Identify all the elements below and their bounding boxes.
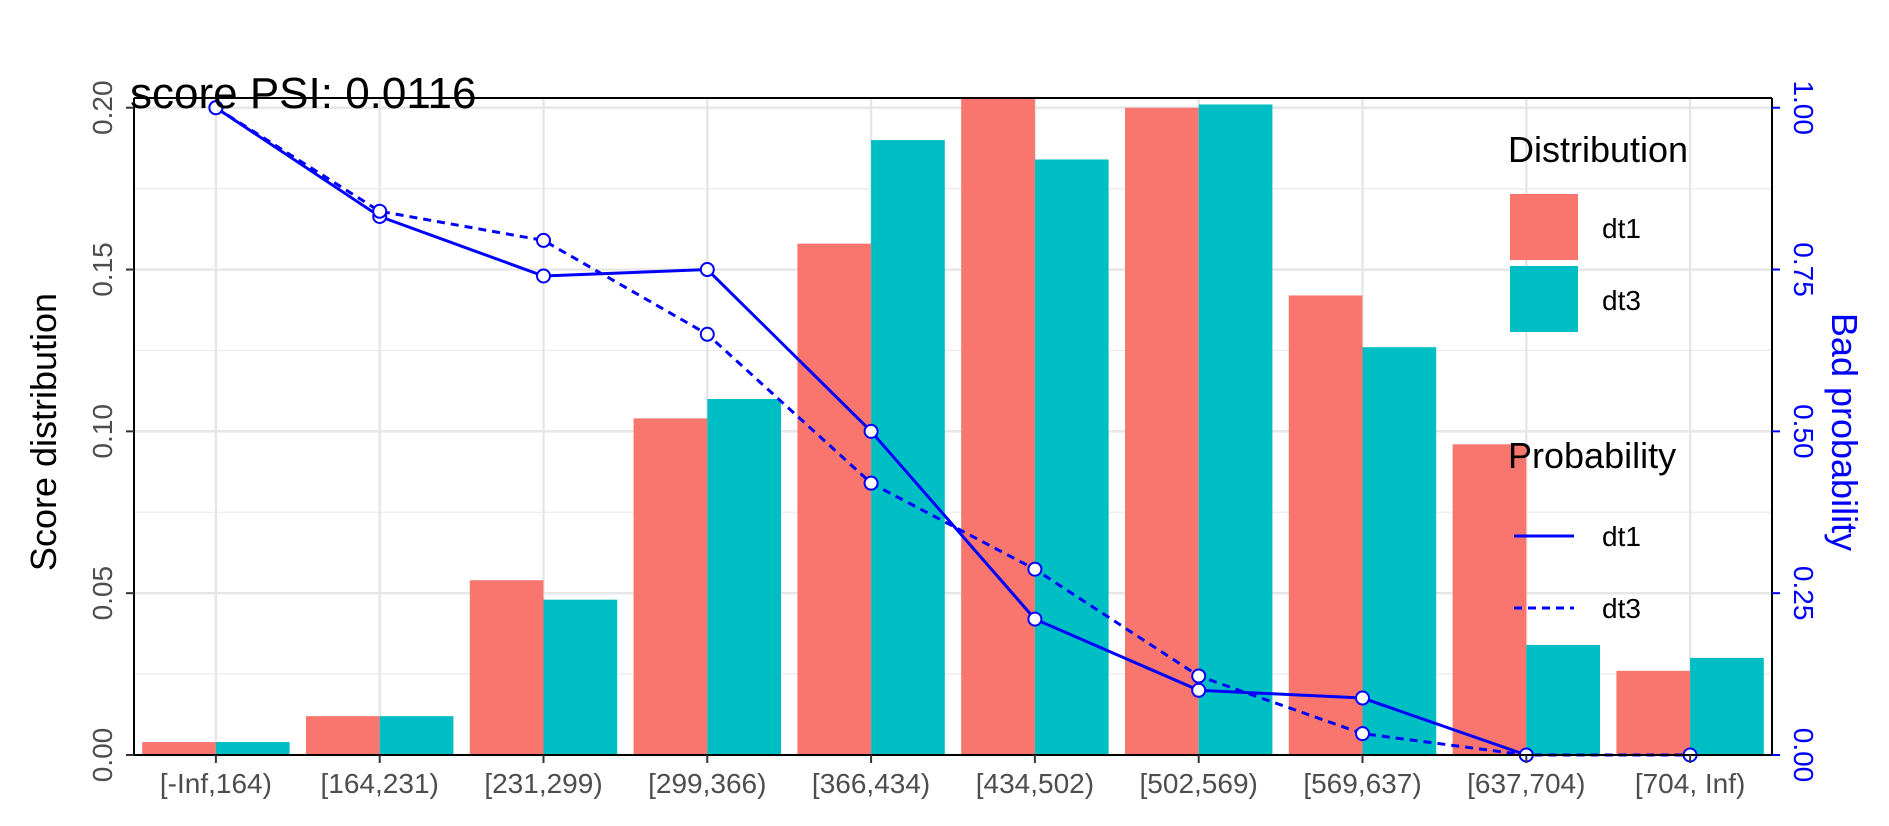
- bar-dt3-8: [1526, 644, 1601, 755]
- bar-dt3-6: [1198, 104, 1273, 756]
- legend-label-probability-dt1: dt1: [1602, 521, 1641, 552]
- bar-dt1-3: [633, 418, 708, 755]
- x-tick-label: [434,502): [976, 768, 1094, 799]
- legend-swatch-dt1: [1510, 194, 1578, 260]
- bar-dt3-1: [379, 716, 454, 755]
- probability-point-dt1-5: [1027, 611, 1043, 627]
- chart-title: score PSI: 0.0116: [130, 69, 477, 118]
- bar-dt1-6: [1124, 107, 1199, 756]
- bar-dt3-2: [543, 599, 618, 755]
- y2-tick-label: 0.00: [1788, 728, 1819, 783]
- probability-line-dt3: [215, 106, 1691, 757]
- y2-tick-label: 0.50: [1788, 404, 1819, 459]
- x-tick-label: [704, Inf): [1635, 768, 1746, 799]
- y2-axis-title: Bad probability: [1824, 313, 1865, 551]
- bar-dt1-8: [1452, 444, 1527, 755]
- y2-tick-label: 0.75: [1788, 242, 1819, 297]
- probability-point-dt1-7: [1355, 690, 1370, 706]
- x-tick-label: [299,366): [648, 768, 766, 799]
- bar-dt3-5: [1034, 159, 1109, 755]
- probability-point-dt3-4: [863, 475, 879, 491]
- bar-dt3-3: [707, 398, 782, 755]
- probability-point-dt1-3: [699, 262, 715, 278]
- bar-dt3-9: [1690, 657, 1764, 755]
- x-tick-label: [637,704): [1467, 768, 1585, 799]
- bar-dt1-2: [469, 580, 544, 755]
- legend-swatch-dt3: [1510, 266, 1578, 332]
- probability-point-dt1-6: [1191, 682, 1207, 698]
- axes: 0.00 0.05 0.10 0.15 0.20 0.00 0.25 0.50 0.75 1.00…: [87, 80, 1819, 799]
- y-tick-label: 0.10: [87, 404, 118, 459]
- y-tick-label: 0.20: [87, 80, 118, 134]
- legend-distribution-title: Distribution: [1508, 129, 1688, 170]
- x-tick-label: [-Inf,164): [160, 768, 272, 799]
- y-tick-label: 0.00: [87, 728, 118, 783]
- probability-point-dt3-1: [372, 203, 388, 219]
- bar-dt1-5: [961, 98, 1035, 755]
- x-tick-label: [502,569): [1140, 768, 1258, 799]
- y-axis-title: Score distribution: [23, 293, 64, 571]
- probability-point-dt3-3: [699, 326, 715, 342]
- bar-dt3-4: [871, 140, 945, 755]
- bars: [142, 98, 1764, 756]
- legend-probability-title: Probability: [1508, 435, 1676, 476]
- legend-label-distribution-dt3: dt3: [1602, 285, 1641, 316]
- bar-dt1-4: [797, 243, 872, 756]
- y2-tick-label: 0.25: [1788, 566, 1819, 621]
- legend-label-distribution-dt1: dt1: [1602, 213, 1641, 244]
- bar-dt1-9: [1616, 670, 1691, 755]
- bar-dt3-0: [215, 742, 290, 755]
- probability-point-dt1-4: [863, 423, 879, 439]
- probability-point-dt3-2: [536, 232, 551, 248]
- y2-tick-label: 1.00: [1788, 80, 1819, 134]
- x-tick-label: [231,299): [484, 768, 602, 799]
- x-tick-label: [569,637): [1303, 768, 1421, 799]
- bar-dt1-0: [142, 742, 216, 755]
- probability-point-dt1-2: [536, 268, 551, 284]
- bar-dt3-7: [1362, 347, 1437, 755]
- x-tick-label: [366,434): [812, 768, 930, 799]
- probability-lines: [208, 100, 1698, 763]
- x-tick-label: [164,231): [321, 768, 439, 799]
- legend: Distribution dt1 dt3 Probability dt1 dt3: [1508, 129, 1688, 624]
- probability-point-dt3-7: [1355, 726, 1370, 742]
- y-tick-label: 0.05: [87, 566, 118, 621]
- bar-dt1-1: [305, 716, 380, 755]
- y-tick-label: 0.15: [87, 242, 118, 297]
- legend-label-probability-dt3: dt3: [1602, 593, 1641, 624]
- probability-point-dt3-0: [208, 100, 224, 116]
- probability-point-dt3-6: [1191, 668, 1207, 684]
- bar-dt1-7: [1288, 295, 1363, 755]
- probability-point-dt3-5: [1027, 561, 1043, 577]
